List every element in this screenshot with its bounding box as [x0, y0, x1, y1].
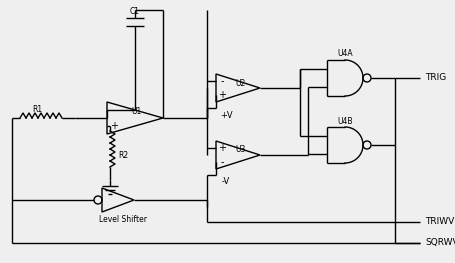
Text: +: + — [218, 90, 226, 100]
Text: U2: U2 — [236, 78, 246, 88]
Text: Level Shifter: Level Shifter — [99, 215, 147, 225]
Text: R2: R2 — [118, 151, 128, 160]
Text: -: - — [220, 76, 224, 86]
Text: C1: C1 — [130, 8, 140, 17]
Text: +: + — [110, 121, 118, 131]
Text: +V: +V — [220, 112, 233, 120]
Text: U3: U3 — [236, 145, 246, 154]
Text: -: - — [220, 157, 224, 167]
Text: U4B: U4B — [337, 117, 353, 125]
Text: +: + — [218, 143, 226, 153]
Text: TRIG: TRIG — [425, 73, 446, 83]
Text: U4A: U4A — [337, 49, 353, 58]
Text: R1: R1 — [32, 104, 42, 114]
Text: SQRWV: SQRWV — [425, 239, 455, 247]
Text: -V: -V — [222, 176, 230, 185]
Text: TRIWV: TRIWV — [425, 218, 454, 226]
Text: U1: U1 — [132, 108, 142, 117]
Text: -: - — [112, 105, 116, 115]
